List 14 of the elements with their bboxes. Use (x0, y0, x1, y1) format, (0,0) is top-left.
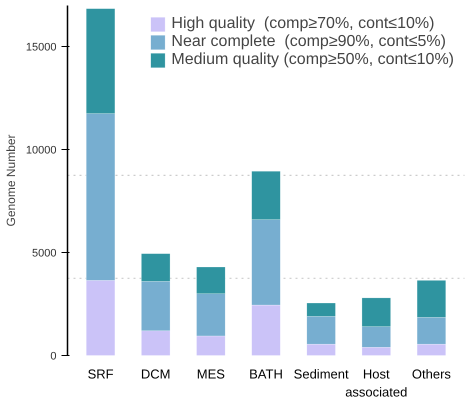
legend-label: Medium quality (comp≥50%, cont≤10%) (171, 51, 454, 69)
y-axis-title: Genome Number (4, 134, 18, 227)
y-tick-label: 5000 (32, 248, 57, 260)
x-tick-label: Sediment (294, 366, 349, 382)
x-tick-label: SRF (88, 366, 114, 382)
x-tick-label: MES (196, 366, 226, 382)
x-tick-label: DCM (140, 366, 171, 382)
legend-label: High quality (comp≥70%, cont≤10%) (171, 15, 434, 33)
legend-label: Near complete (comp≥90%, cont≤5%) (171, 33, 446, 51)
y-tick-label: 15000 (26, 42, 57, 54)
y-tick-label: 0 (50, 350, 57, 362)
x-tick-label: Others (412, 366, 452, 382)
y-tick-label: 10000 (26, 144, 57, 157)
x-tick-label: BATH (249, 366, 283, 382)
